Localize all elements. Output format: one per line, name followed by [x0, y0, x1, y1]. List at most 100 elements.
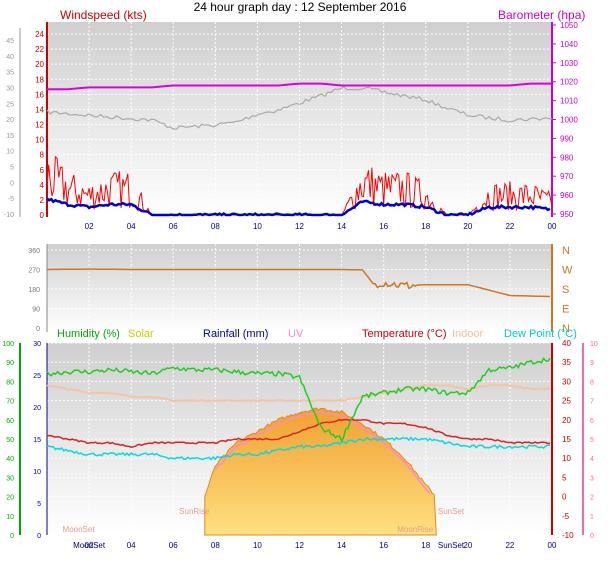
humidity-tick: 0 — [10, 533, 14, 540]
panel3-legend: Humidity (%) Solar Rainfall (mm) UV Temperat… — [57, 328, 577, 340]
time-tick-label: 12 — [295, 541, 304, 550]
time-tick-label: 14 — [337, 541, 346, 550]
dewpoint-line — [46, 436, 550, 461]
barometer-tick: 1000 — [560, 116, 578, 125]
time-tick-label: 08 — [211, 222, 220, 231]
time-tick-label: 06 — [169, 541, 178, 550]
barometer-tick: 950 — [560, 210, 574, 219]
compass-tick: S — [562, 284, 569, 296]
event-annotation: SunRise — [179, 507, 210, 516]
humidity-tick: 90 — [6, 360, 14, 367]
compass-tick: N — [562, 323, 570, 335]
barometer-line — [47, 82, 552, 91]
compass-tick: E — [562, 304, 569, 316]
outer-axis-tick: 20 — [6, 117, 14, 124]
humidity-tick: 20 — [6, 495, 14, 502]
direction-tick: 0 — [36, 326, 40, 333]
chart-title: 24 hour graph day : 12 September 2016 — [194, 0, 407, 14]
sunset-bottom-label: SunSet — [438, 541, 465, 550]
windspeed-tick: 22 — [35, 45, 44, 54]
outer-axis-tick: -5 — [8, 196, 14, 203]
legend-item: Humidity (%) — [57, 328, 120, 340]
time-tick-label: 04 — [127, 222, 136, 231]
windspeed-tick: 18 — [35, 75, 44, 84]
outer-axis-tick: 15 — [6, 133, 14, 140]
barometer-tick: 1030 — [560, 59, 578, 68]
windspeed-tick: 14 — [35, 105, 44, 114]
uv-tick: 2 — [590, 495, 594, 502]
uv-tick: 4 — [590, 456, 594, 463]
windspeed-tick: 6 — [40, 166, 45, 175]
outer-axis-tick: 5 — [10, 165, 14, 172]
compass-tick: N — [562, 245, 570, 257]
outer-axis-tick: 0 — [10, 180, 14, 187]
uv-tick: 0 — [590, 533, 594, 540]
uv-tick: 7 — [590, 399, 594, 406]
direction-tick: 360 — [28, 248, 40, 255]
panel3-time-axis: 02 04 06 08 10 12 14 16 18 20 22 00 MoonSet SunSet — [73, 541, 557, 550]
time-tick-label: 02 — [85, 541, 94, 550]
uv-tick: 5 — [590, 437, 594, 444]
legend-item: Temperature (°C) — [362, 328, 446, 340]
average-wind-line — [46, 197, 551, 217]
panel2-series — [47, 268, 550, 298]
time-tick-label: 00 — [548, 222, 557, 231]
humidity-tick: 30 — [6, 475, 14, 482]
time-tick-label: 20 — [463, 541, 472, 550]
event-annotation: SunSet — [438, 507, 465, 516]
temperature-tick: 0 — [562, 493, 567, 502]
panel1-series — [46, 82, 553, 217]
windspeed-tick: 24 — [35, 30, 44, 39]
barometer-tick: 980 — [560, 153, 574, 162]
time-tick-label: 00 — [548, 541, 557, 550]
windspeed-tick: 8 — [40, 151, 45, 160]
windspeed-tick: 10 — [35, 136, 44, 145]
time-tick-label: 08 — [211, 541, 220, 550]
windspeed-tick: 20 — [35, 60, 44, 69]
humidity-tick: 60 — [6, 418, 14, 425]
temperature-line — [47, 418, 550, 448]
panel3-annotations: MoonSet SunRise SunSet MoonRise — [63, 507, 465, 534]
time-tick-label: 16 — [379, 222, 388, 231]
windspeed-tick: 2 — [40, 196, 45, 205]
panel1-axes: 242220181614121086420454035302520151050-… — [4, 21, 578, 220]
outer-axis-tick: 30 — [6, 85, 14, 92]
temperature-tick: -5 — [562, 512, 570, 521]
temperature-tick: 30 — [562, 377, 571, 386]
wind-direction-line — [47, 268, 550, 298]
panel3-series — [46, 357, 551, 536]
outer-axis-tick: 35 — [6, 70, 14, 77]
rainfall-tick: 15 — [33, 437, 41, 444]
uv-tick: 6 — [590, 418, 594, 425]
humidity-tick: 10 — [6, 514, 14, 521]
time-tick-label: 16 — [379, 541, 388, 550]
temperature-tick: 25 — [562, 397, 571, 406]
time-tick-label: 14 — [337, 222, 346, 231]
temperature-tick: 35 — [562, 358, 571, 367]
moonset-bottom-label: MoonSet — [73, 541, 106, 550]
humidity-tick: 100 — [2, 341, 14, 348]
time-tick-label: 04 — [127, 541, 136, 550]
humidity-tick: 40 — [6, 456, 14, 463]
uv-tick: 8 — [590, 379, 594, 386]
legend-item: Solar — [128, 328, 154, 340]
rainfall-tick: 0 — [37, 533, 41, 540]
time-tick-label: 02 — [85, 222, 94, 231]
barometer-axis-label: Barometer (hpa) — [498, 8, 585, 22]
legend-item: UV — [288, 328, 304, 340]
uv-tick: 10 — [590, 341, 598, 348]
legend-item: Dew Point (°C) — [504, 328, 577, 340]
rainfall-tick: 25 — [33, 373, 41, 380]
windspeed-axis-label: Windspeed (kts) — [60, 8, 147, 22]
barometer-tick: 1020 — [560, 78, 578, 87]
windspeed-tick: 12 — [35, 121, 44, 130]
time-tick-label: 18 — [421, 222, 430, 231]
barometer-tick: 1010 — [560, 97, 578, 106]
barometer-tick: 1040 — [560, 40, 578, 49]
uv-tick: 3 — [590, 475, 594, 482]
time-tick-label: 22 — [505, 541, 514, 550]
windspeed-tick: 4 — [40, 181, 45, 190]
direction-tick: 180 — [28, 287, 40, 294]
barometer-tick: 960 — [560, 191, 574, 200]
temperature-tick: 40 — [562, 339, 571, 348]
